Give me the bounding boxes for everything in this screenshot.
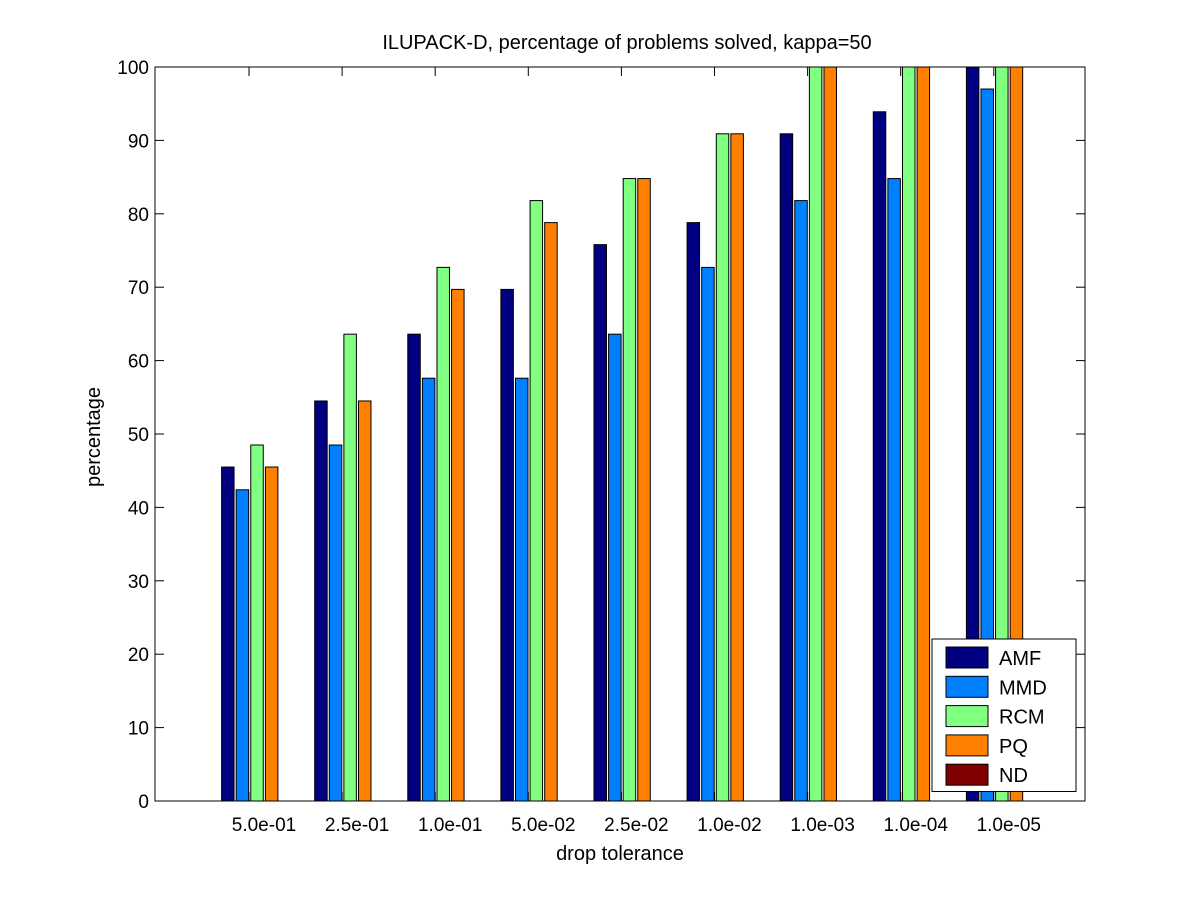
bar-amf bbox=[686, 222, 701, 802]
bar-rcm bbox=[901, 66, 916, 802]
bar-rcm bbox=[529, 200, 544, 802]
x-tick-label: 5.0e-02 bbox=[511, 815, 575, 836]
y-tick-label: 0 bbox=[138, 792, 149, 813]
bar-pq bbox=[544, 222, 558, 802]
bar-amf bbox=[779, 133, 794, 802]
y-tick-label: 50 bbox=[128, 425, 149, 446]
legend-label-rcm: RCM bbox=[999, 707, 1045, 729]
x-tick-label: 1.0e-05 bbox=[977, 815, 1041, 836]
legend-swatch-nd bbox=[945, 763, 989, 786]
y-tick-label: 60 bbox=[128, 352, 149, 373]
y-tick-label: 10 bbox=[128, 719, 149, 740]
bar-pq bbox=[264, 466, 279, 802]
bar-rcm bbox=[715, 133, 730, 802]
y-axis-label: percentage bbox=[83, 387, 105, 487]
bar-rcm bbox=[622, 178, 637, 802]
bar-pq bbox=[1009, 66, 1024, 802]
bar-pq bbox=[637, 178, 651, 802]
x-tick-label: 1.0e-03 bbox=[790, 815, 854, 836]
bar-rcm bbox=[436, 266, 450, 802]
bar-pq bbox=[916, 66, 931, 802]
plot-area: 0 10 20 30 40 50 60 70 80 90 100 5.0e-01 2.5e-01 1.0e… bbox=[117, 58, 1086, 836]
x-tick-label: 1.0e-02 bbox=[697, 815, 761, 836]
bar-amf bbox=[221, 466, 235, 802]
bar-mmd bbox=[701, 266, 715, 802]
bar-mmd bbox=[514, 377, 529, 802]
bar-amf bbox=[872, 111, 887, 802]
y-tick-label: 20 bbox=[128, 645, 149, 666]
bar-rcm bbox=[995, 66, 1009, 802]
legend-swatch-pq bbox=[945, 734, 989, 757]
bar-rcm bbox=[343, 333, 357, 802]
bar-pq bbox=[451, 288, 465, 802]
legend-swatch-mmd bbox=[945, 675, 989, 698]
bar-pq bbox=[823, 66, 837, 802]
y-tick-label: 80 bbox=[128, 205, 149, 226]
bar-pq bbox=[730, 133, 744, 802]
chart-title: ILUPACK-D, percentage of problems solved… bbox=[382, 32, 871, 54]
legend-swatch-amf bbox=[945, 646, 989, 669]
bar-amf bbox=[593, 244, 607, 802]
legend: AMF MMD RCM PQ ND bbox=[931, 638, 1077, 792]
y-tick-label: 70 bbox=[128, 278, 149, 299]
bar-rcm bbox=[808, 66, 823, 802]
bar-mmd bbox=[980, 88, 994, 802]
bar-mmd bbox=[887, 178, 901, 802]
bar-amf bbox=[407, 333, 421, 802]
bar-pq bbox=[357, 400, 372, 802]
bar-amf bbox=[314, 400, 328, 802]
bar-mmd bbox=[794, 200, 808, 802]
x-tick-label: 1.0e-01 bbox=[418, 815, 482, 836]
y-tick-label: 100 bbox=[117, 58, 149, 79]
legend-label-amf: AMF bbox=[999, 648, 1041, 670]
legend-label-pq: PQ bbox=[999, 736, 1028, 758]
bar-amf bbox=[965, 66, 980, 802]
bar-mmd bbox=[328, 444, 343, 802]
bar-mmd bbox=[235, 489, 250, 802]
y-tick-label: 90 bbox=[128, 131, 149, 152]
legend-swatch-rcm bbox=[945, 705, 989, 728]
y-tick-label: 30 bbox=[128, 572, 149, 593]
x-tick-label: 1.0e-04 bbox=[883, 815, 948, 836]
legend-label-mmd: MMD bbox=[999, 677, 1047, 699]
x-axis-label: drop tolerance bbox=[556, 843, 684, 865]
bar-mmd bbox=[421, 377, 436, 802]
x-tick-label: 5.0e-01 bbox=[232, 815, 296, 836]
y-tick-label: 40 bbox=[128, 498, 149, 519]
bar-rcm bbox=[250, 444, 264, 802]
bar-amf bbox=[500, 288, 514, 802]
bar-mmd bbox=[608, 333, 622, 802]
x-tick-label: 2.5e-01 bbox=[325, 815, 389, 836]
x-tick-label: 2.5e-02 bbox=[604, 815, 668, 836]
legend-label-nd: ND bbox=[999, 765, 1028, 787]
